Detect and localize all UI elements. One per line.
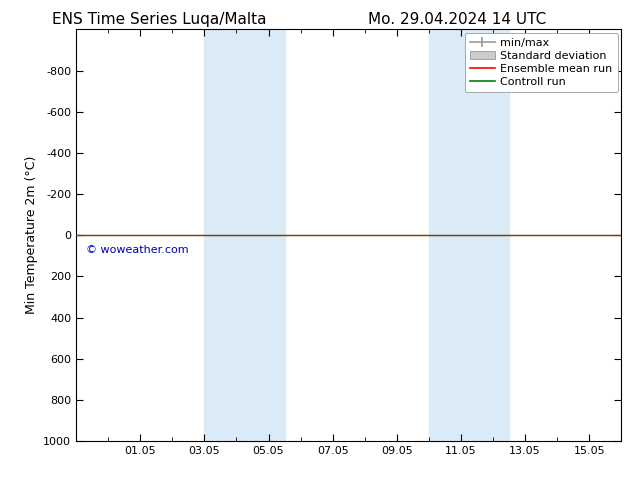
Bar — [429, 29, 509, 441]
Text: Mo. 29.04.2024 14 UTC: Mo. 29.04.2024 14 UTC — [368, 12, 546, 27]
Y-axis label: Min Temperature 2m (°C): Min Temperature 2m (°C) — [25, 156, 37, 315]
Text: ENS Time Series Luqa/Malta: ENS Time Series Luqa/Malta — [52, 12, 266, 27]
Legend: min/max, Standard deviation, Ensemble mean run, Controll run: min/max, Standard deviation, Ensemble me… — [465, 33, 618, 92]
Bar — [204, 29, 285, 441]
Text: © woweather.com: © woweather.com — [86, 245, 188, 255]
